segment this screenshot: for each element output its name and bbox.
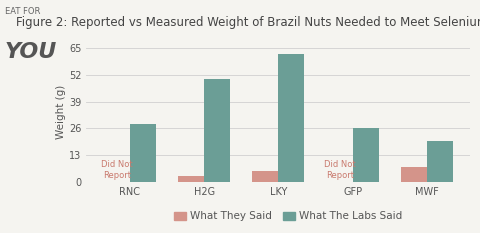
Text: Did Not
Report: Did Not Report <box>101 160 132 180</box>
Y-axis label: Weight (g): Weight (g) <box>56 85 66 139</box>
Text: Did Not
Report: Did Not Report <box>324 160 356 180</box>
Text: Figure 2: Reported vs Measured Weight of Brazil Nuts Needed to Meet Selenium RDI: Figure 2: Reported vs Measured Weight of… <box>16 16 480 29</box>
Text: YOU: YOU <box>5 42 57 62</box>
Bar <box>130 124 156 182</box>
Bar <box>353 128 379 182</box>
Legend: What They Said, What The Labs Said: What They Said, What The Labs Said <box>169 207 407 226</box>
Bar <box>178 176 204 182</box>
Text: EAT FOR: EAT FOR <box>5 7 40 16</box>
Bar <box>401 167 427 182</box>
Bar <box>427 141 453 182</box>
Bar <box>252 171 278 182</box>
Bar <box>278 54 304 182</box>
Bar <box>204 79 230 182</box>
